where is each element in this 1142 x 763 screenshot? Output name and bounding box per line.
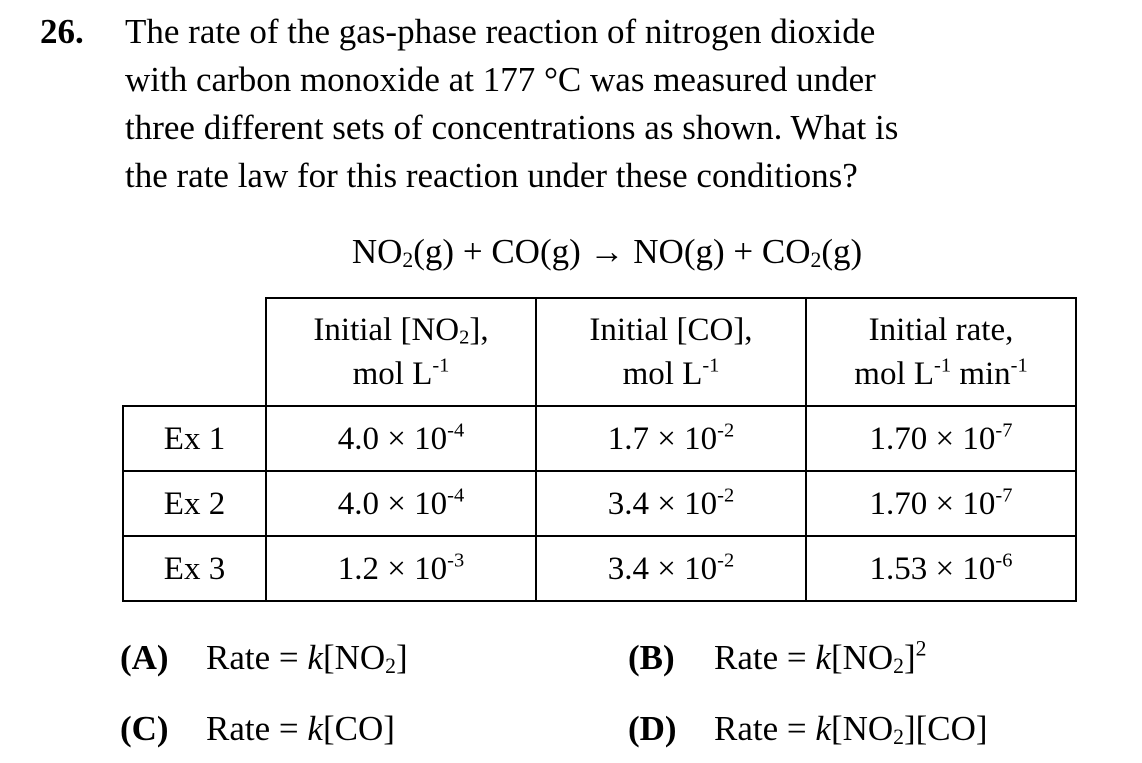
table-header-row: Initial [NO2], mol L-1 Initial [CO], mol… [123, 297, 1077, 407]
header-co: Initial [CO], mol L-1 [535, 297, 807, 407]
question-stem: The rate of the gas-phase reaction of ni… [125, 8, 1115, 200]
cell-rate: 1.70 × 10-7 [805, 405, 1077, 472]
table-row: Ex 2 4.0 × 10-4 3.4 × 10-2 1.70 × 10-7 [122, 470, 1077, 537]
question-number: 26. [40, 12, 84, 51]
choice-letter: (B) [628, 638, 675, 677]
cell-co: 3.4 × 10-2 [535, 470, 807, 537]
eq-no: NO(g) [633, 232, 725, 271]
stem-line: three different sets of concentrations a… [125, 108, 899, 147]
row-label: Ex 3 [122, 535, 267, 602]
eq-plus: + [724, 232, 762, 271]
answer-choice-a[interactable]: (A) Rate = k[NO2] [120, 634, 408, 682]
row-label: Ex 2 [122, 470, 267, 537]
choice-text: Rate = k[NO2][CO] [714, 709, 988, 749]
answer-choice-d[interactable]: (D) Rate = k[NO2][CO] [628, 705, 988, 753]
cell-co: 3.4 × 10-2 [535, 535, 807, 602]
header-rate: Initial rate, mol L-1 min-1 [805, 297, 1077, 407]
eq-co2: CO2(g) [761, 232, 863, 272]
cell-rate: 1.53 × 10-6 [805, 535, 1077, 602]
row-label: Ex 1 [122, 405, 267, 472]
eq-no2: NO2(g) [351, 232, 455, 272]
cell-no2: 4.0 × 10-4 [265, 405, 537, 472]
table-corner-cell [123, 298, 267, 407]
choice-text: Rate = k[NO2]2 [714, 636, 927, 678]
stem-line: The rate of the gas-phase reaction of ni… [125, 12, 876, 51]
kinetics-table: Initial [NO2], mol L-1 Initial [CO], mol… [122, 297, 1077, 602]
eq-co: CO(g) [491, 232, 581, 271]
choice-text: Rate = k[NO2] [206, 638, 408, 678]
table-row: Ex 3 1.2 × 10-3 3.4 × 10-2 1.53 × 10-6 [122, 535, 1077, 602]
choice-letter: (D) [628, 709, 677, 748]
choice-letter: (A) [120, 638, 169, 677]
eq-plus: + [454, 232, 492, 271]
answer-choice-b[interactable]: (B) Rate = k[NO2]2 [628, 634, 927, 682]
choice-text: Rate = k[CO] [206, 709, 395, 748]
reaction-equation: NO2(g) + CO(g) → NO(g) + CO2(g) [0, 228, 1142, 276]
stem-line: the rate law for this reaction under the… [125, 156, 858, 195]
cell-no2: 1.2 × 10-3 [265, 535, 537, 602]
eq-arrow: → [580, 232, 634, 271]
cell-rate: 1.70 × 10-7 [805, 470, 1077, 537]
choice-letter: (C) [120, 709, 169, 748]
header-no2: Initial [NO2], mol L-1 [265, 297, 537, 407]
table-row: Ex 1 4.0 × 10-4 1.7 × 10-2 1.70 × 10-7 [122, 405, 1077, 472]
answer-choice-c[interactable]: (C) Rate = k[CO] [120, 705, 395, 753]
cell-no2: 4.0 × 10-4 [265, 470, 537, 537]
cell-co: 1.7 × 10-2 [535, 405, 807, 472]
stem-line: with carbon monoxide at 177 °C was measu… [125, 60, 876, 99]
